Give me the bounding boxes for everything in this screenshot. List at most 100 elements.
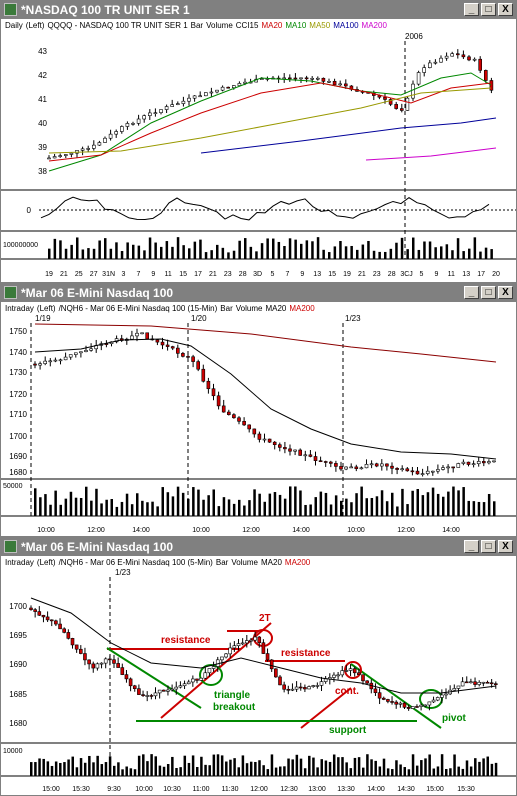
price-bar	[243, 81, 247, 84]
price-bar	[116, 663, 120, 668]
intraday-5min-chart[interactable]: 1/23 10000 resistance 2T resistance tria…	[1, 568, 516, 795]
volume-bar	[109, 248, 113, 259]
legend-ma200: MA200	[284, 558, 311, 567]
volume-bar	[279, 766, 282, 776]
price-bar	[439, 57, 443, 63]
volume-bar	[332, 754, 336, 776]
legend-cci: CCI15	[235, 21, 259, 30]
price-bar	[390, 701, 394, 703]
chart-window-icon[interactable]	[4, 286, 17, 299]
intraday-15min-titlebar[interactable]: *Mar 06 E-Mini Nasdaq 100 _ □ X	[1, 284, 516, 302]
price-tick-label: 1730	[9, 368, 27, 377]
volume-bar	[221, 247, 225, 259]
intraday-15min-chart[interactable]: 1/19 1/20 1/23 50000 1750 1740 1730 1720 171…	[1, 314, 516, 536]
price-bar	[464, 681, 469, 684]
minimize-button[interactable]: _	[464, 3, 479, 16]
close-button[interactable]: X	[498, 286, 513, 299]
volume-bar	[200, 756, 203, 776]
volume-bar	[222, 497, 226, 516]
price-bar	[149, 695, 154, 697]
price-bar	[323, 678, 328, 682]
maximize-button[interactable]: □	[481, 286, 496, 299]
price-bar	[315, 685, 320, 687]
day-label: 1/23	[115, 568, 131, 577]
volume-bar	[227, 252, 230, 259]
year-label: 2006	[405, 33, 423, 41]
volume-bar	[191, 755, 195, 776]
volume-bar	[54, 761, 58, 776]
minimize-button[interactable]: _	[464, 540, 479, 553]
volume-bar	[468, 248, 471, 259]
price-bar	[203, 672, 208, 679]
chart-window-icon[interactable]	[4, 540, 17, 553]
price-bar	[332, 674, 336, 678]
time-tick-label: 12:30	[280, 786, 298, 793]
volume-bar	[384, 251, 387, 259]
volume-bar	[187, 762, 191, 776]
volume-bar	[270, 754, 274, 776]
date-tick-label: 11	[165, 271, 172, 278]
maximize-button[interactable]: □	[481, 540, 496, 553]
breakout-trend-line	[160, 622, 272, 719]
volume-bar	[115, 506, 119, 516]
price-bar	[313, 456, 318, 461]
volume-bar	[334, 495, 338, 516]
price-bar	[62, 628, 67, 633]
price-bar	[385, 463, 389, 467]
ma20-line	[34, 338, 497, 460]
price-bar	[436, 469, 440, 472]
volume-bar	[378, 766, 382, 776]
price-bar	[477, 682, 482, 685]
price-bar	[473, 681, 477, 685]
price-bar	[299, 77, 303, 80]
price-tick-label: 1690	[9, 452, 27, 461]
close-button[interactable]: X	[498, 3, 513, 16]
minimize-button[interactable]: _	[464, 286, 479, 299]
legend-bar: Bar	[220, 304, 233, 313]
volume-bar	[411, 754, 415, 776]
volume-bar	[400, 237, 404, 259]
price-bar	[209, 91, 214, 94]
volume-bar	[386, 768, 390, 776]
price-bar	[170, 688, 174, 691]
price-bar	[53, 359, 58, 362]
time-tick-label: 9:30	[107, 786, 121, 793]
chart-window-icon[interactable]	[4, 3, 17, 16]
volume-bar	[158, 765, 162, 776]
price-bar	[339, 466, 343, 470]
volume-bar	[391, 769, 394, 776]
volume-bar	[104, 238, 107, 259]
price-bar	[354, 466, 359, 469]
volume-bar	[303, 768, 307, 776]
price-bar	[319, 681, 324, 686]
price-tick-label: 1720	[9, 390, 27, 399]
volume-bar	[115, 242, 118, 259]
intraday-15min-window: *Mar 06 E-Mini Nasdaq 100 _ □ X Intraday…	[0, 283, 517, 537]
price-bar	[406, 707, 411, 709]
date-tick-label: 5	[271, 271, 275, 278]
volume-bar	[345, 498, 348, 516]
date-tick-label: 23	[224, 271, 232, 278]
close-button[interactable]: X	[498, 540, 513, 553]
price-bar	[58, 623, 62, 630]
volume-bar	[278, 494, 282, 516]
price-bar	[364, 464, 369, 469]
volume-bar	[440, 246, 443, 259]
price-tick-label: 43	[38, 47, 47, 56]
price-bar	[128, 678, 133, 687]
volume-bar	[461, 768, 465, 776]
volume-bar	[202, 499, 205, 516]
price-bar	[201, 368, 206, 382]
intraday-5min-titlebar[interactable]: *Mar 06 E-Mini Nasdaq 100 _ □ X	[1, 538, 516, 556]
legend-period: Intraday	[5, 558, 34, 567]
volume-bar	[162, 766, 166, 776]
volume-bar	[108, 756, 112, 776]
volume-bar	[273, 492, 277, 516]
volume-bar	[42, 758, 45, 776]
daily-chart-titlebar[interactable]: *NASDAQ 100 TR UNIT SER 1 _ □ X	[1, 1, 516, 19]
date-tick-label: 13	[462, 271, 470, 278]
maximize-button[interactable]: □	[481, 3, 496, 16]
price-bar	[142, 115, 146, 120]
price-bar	[135, 332, 139, 337]
